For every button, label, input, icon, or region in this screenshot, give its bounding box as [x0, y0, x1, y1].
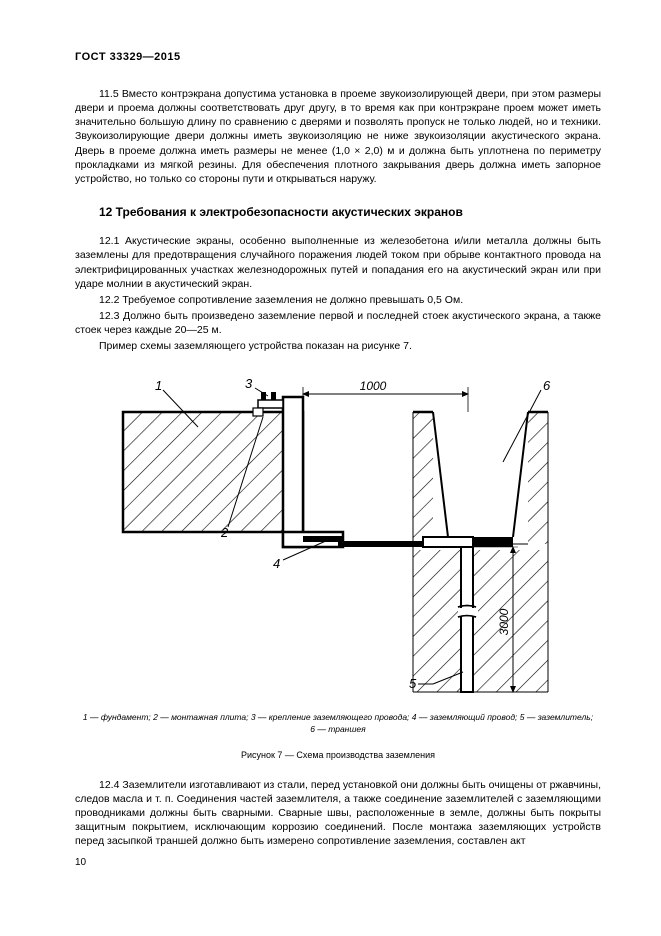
page-number: 10 [75, 856, 601, 870]
dim-3000: 3000 [497, 608, 511, 635]
callout-3: 3 [245, 376, 253, 391]
grounding-diagram: 1000 3000 1 2 3 4 5 6 [103, 372, 573, 702]
dim-1000: 1000 [360, 379, 387, 393]
paragraph-12-3: 12.3 Должно быть произведено заземление … [75, 309, 601, 337]
paragraph-12-example: Пример схемы заземляющего устройства пок… [75, 339, 601, 353]
document-header: ГОСТ 33329—2015 [75, 50, 601, 65]
paragraph-12-1: 12.1 Акустические экраны, особенно выпол… [75, 234, 601, 291]
figure-caption: Рисунок 7 — Схема производства заземлени… [75, 749, 601, 761]
paragraph-12-4: 12.4 Заземлители изготавливают из стали,… [75, 778, 601, 849]
callout-2: 2 [220, 525, 229, 540]
callout-4: 4 [273, 556, 280, 571]
paragraph-12-2: 12.2 Требуемое сопротивление заземления … [75, 293, 601, 307]
callout-5: 5 [409, 676, 417, 691]
callout-6: 6 [543, 378, 551, 393]
page: ГОСТ 33329—2015 11.5 Вместо контрэкрана … [0, 0, 661, 900]
callout-1: 1 [155, 378, 162, 393]
figure-legend: 1 — фундамент; 2 — монтажная плита; 3 — … [75, 712, 601, 736]
section-12-title: 12 Требования к электробезопасности акус… [75, 204, 601, 220]
paragraph-11-5: 11.5 Вместо контрэкрана допустима устано… [75, 87, 601, 186]
figure-7: 1000 3000 1 2 3 4 5 6 [75, 372, 601, 762]
